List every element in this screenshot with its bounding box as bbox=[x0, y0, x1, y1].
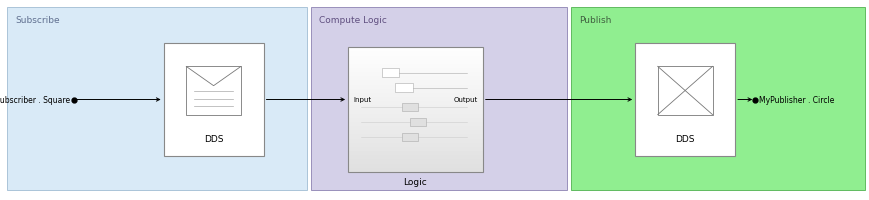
Bar bbox=[348, 139, 482, 143]
Text: Publish: Publish bbox=[579, 16, 611, 25]
Bar bbox=[348, 164, 482, 168]
Text: Subscribe: Subscribe bbox=[16, 16, 60, 25]
Text: Output: Output bbox=[453, 97, 477, 103]
Bar bbox=[348, 110, 482, 114]
Bar bbox=[634, 44, 734, 156]
Bar bbox=[348, 93, 482, 98]
Bar bbox=[348, 85, 482, 89]
Text: DDS: DDS bbox=[674, 135, 694, 144]
Bar bbox=[163, 44, 263, 156]
Text: DDS: DDS bbox=[203, 135, 223, 144]
Bar bbox=[348, 118, 482, 122]
Bar bbox=[348, 147, 482, 151]
Bar bbox=[401, 133, 418, 142]
Text: Input: Input bbox=[353, 97, 371, 103]
Bar bbox=[348, 143, 482, 147]
Bar bbox=[348, 135, 482, 139]
Bar bbox=[348, 131, 482, 135]
Bar bbox=[348, 73, 482, 77]
Bar bbox=[348, 102, 482, 106]
Bar bbox=[401, 103, 418, 112]
Bar bbox=[348, 81, 482, 85]
Bar bbox=[348, 52, 482, 56]
Bar bbox=[348, 160, 482, 164]
Bar bbox=[348, 114, 482, 118]
Bar bbox=[348, 106, 482, 110]
Bar bbox=[348, 56, 482, 60]
Bar bbox=[348, 122, 482, 127]
Bar bbox=[348, 48, 482, 52]
Bar bbox=[381, 69, 399, 78]
Bar bbox=[657, 67, 712, 115]
Bar bbox=[348, 127, 482, 131]
Bar bbox=[348, 69, 482, 73]
Text: MyPublisher . Circle: MyPublisher . Circle bbox=[758, 96, 833, 104]
Bar bbox=[7, 8, 307, 190]
Bar bbox=[570, 8, 864, 190]
Bar bbox=[348, 168, 482, 172]
Text: Logic: Logic bbox=[403, 177, 427, 186]
Text: Compute Logic: Compute Logic bbox=[319, 16, 387, 25]
Bar bbox=[348, 151, 482, 155]
Text: MySubscriber . Square: MySubscriber . Square bbox=[0, 96, 70, 104]
Bar bbox=[348, 98, 482, 102]
Bar bbox=[348, 65, 482, 69]
Bar bbox=[348, 89, 482, 93]
Bar bbox=[348, 77, 482, 81]
Bar bbox=[395, 84, 412, 93]
Bar bbox=[348, 155, 482, 160]
Bar bbox=[348, 60, 482, 65]
Bar bbox=[348, 48, 482, 172]
Bar bbox=[310, 8, 567, 190]
Bar bbox=[409, 118, 426, 127]
Bar bbox=[186, 67, 241, 115]
